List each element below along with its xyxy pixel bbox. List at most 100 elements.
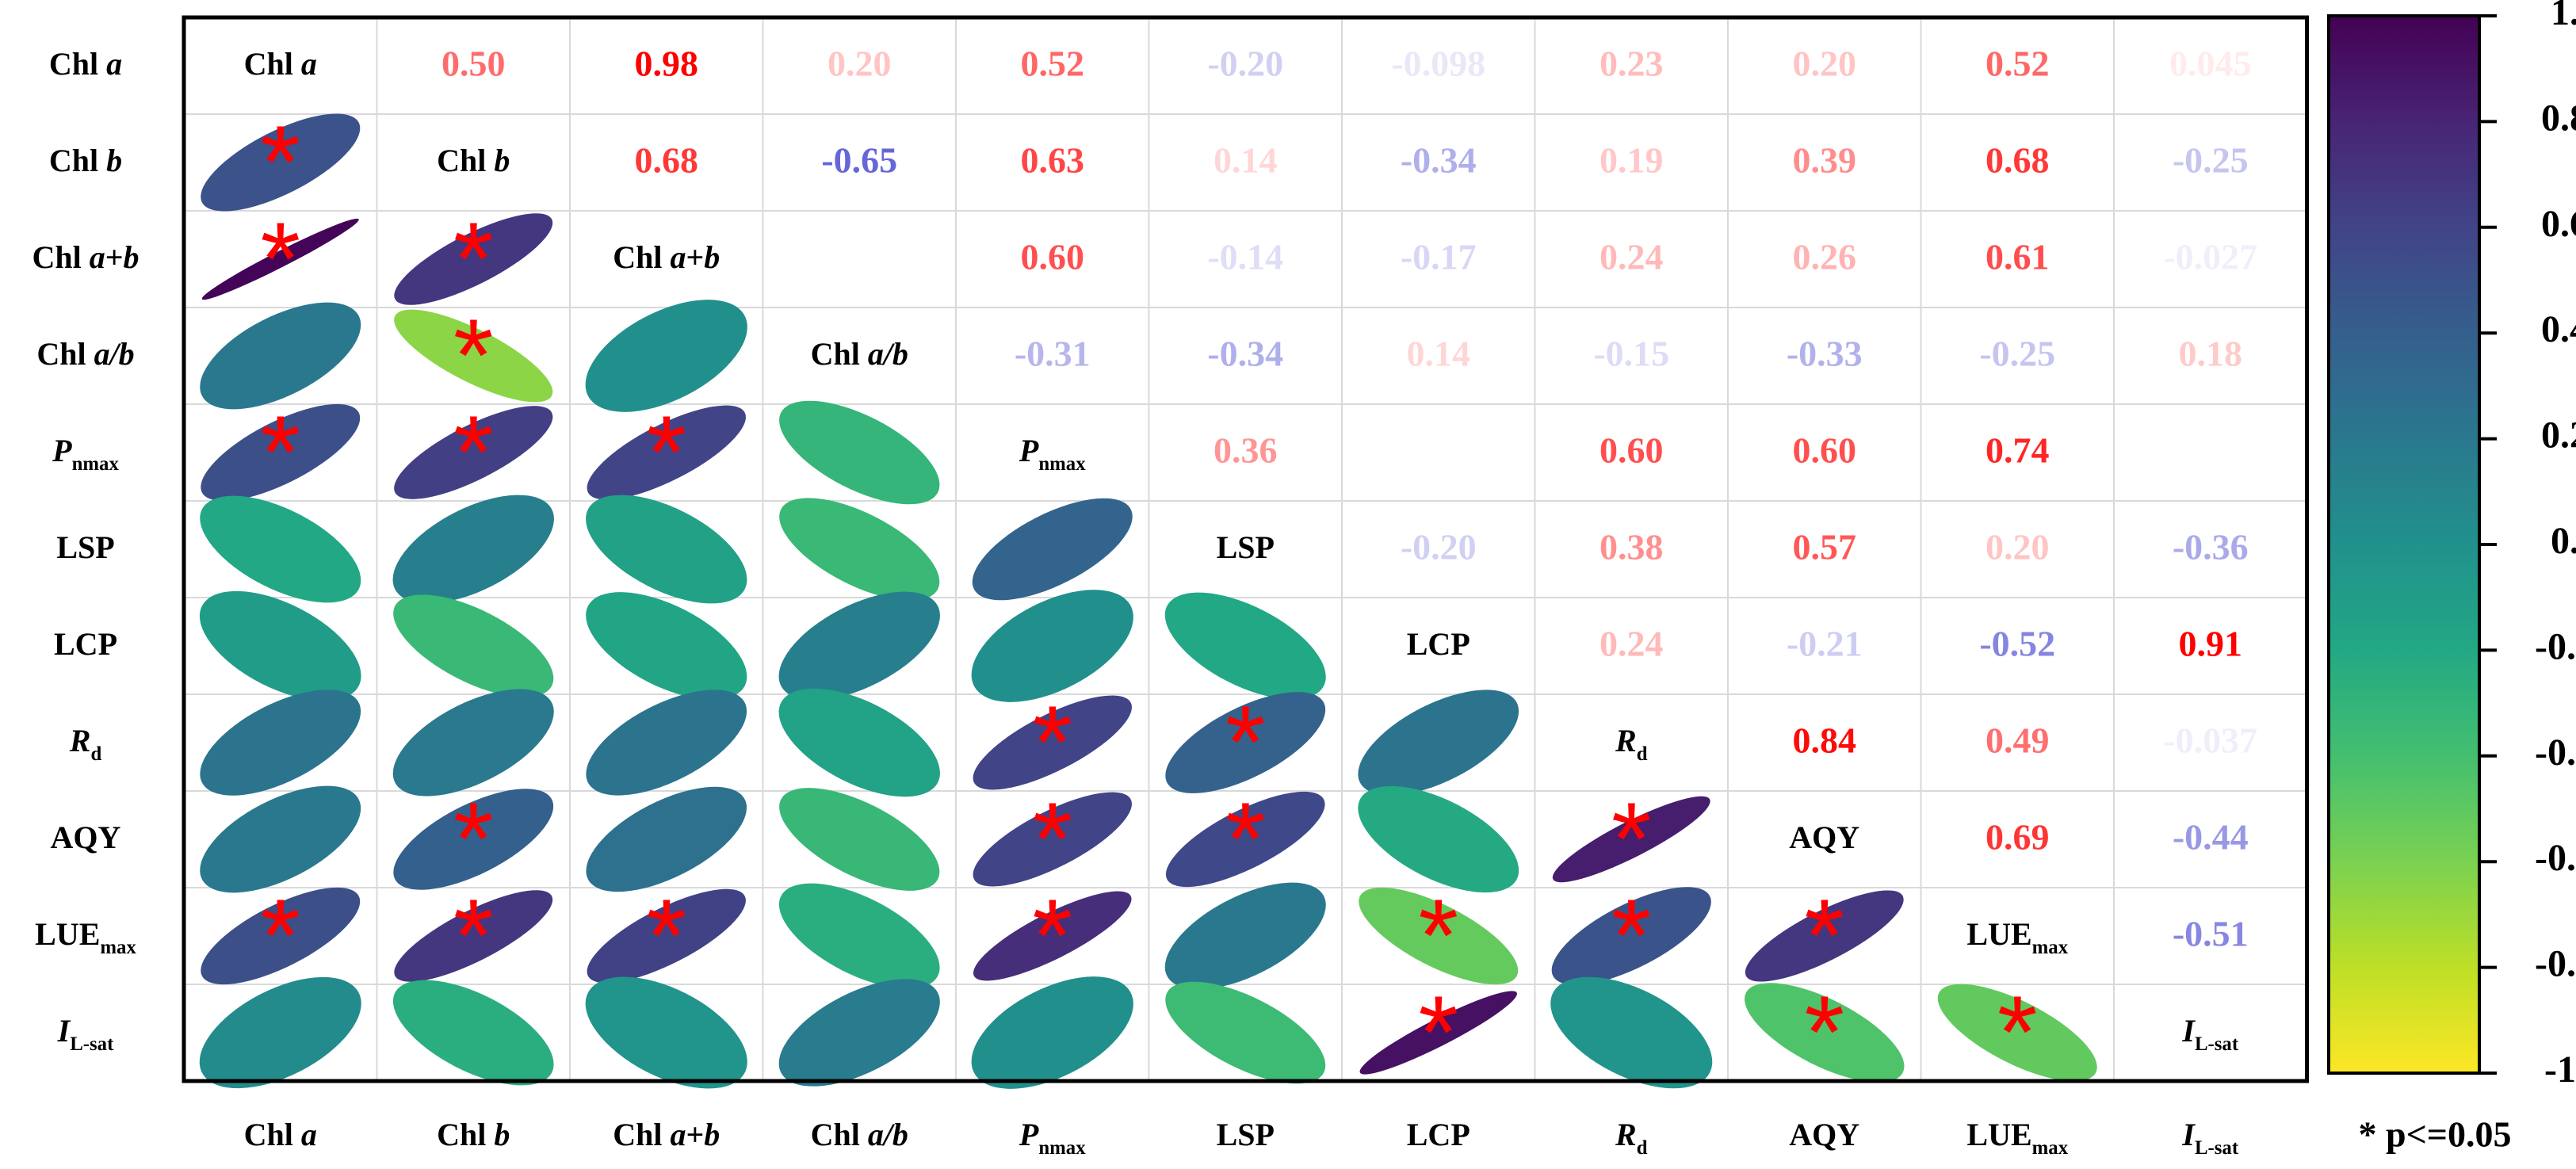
correlation-ellipse-cell bbox=[200, 495, 361, 603]
correlation-value-label: -0.51 bbox=[2173, 914, 2249, 954]
correlation-ellipse bbox=[778, 688, 940, 797]
correlation-value-label: -0.31 bbox=[1015, 334, 1091, 374]
correlation-ellipse bbox=[1552, 796, 1710, 883]
row-labels: Chl a Chl b Chl a+b Chl a/b Pnmax LSP LCP Rd AQY… bbox=[32, 46, 139, 1055]
significance-star: * bbox=[1225, 684, 1266, 800]
correlation-ellipse bbox=[200, 495, 361, 603]
correlation-ellipse-cell bbox=[1358, 690, 1519, 796]
correlation-ellipse-cell bbox=[1165, 981, 1326, 1084]
significance-star: * bbox=[1032, 877, 1072, 993]
diagonal-label: LSP bbox=[1217, 529, 1275, 565]
correlation-ellipse bbox=[586, 786, 747, 892]
correlation-ellipse bbox=[586, 690, 747, 796]
significance-star: * bbox=[1225, 781, 1266, 896]
correlation-ellipse bbox=[779, 788, 940, 891]
diagonal-label: Chl a bbox=[244, 46, 317, 82]
colorbar-tick-label: 1.0 bbox=[2551, 0, 2576, 33]
correlation-ellipse-cell: * bbox=[201, 104, 361, 220]
row-label: LUEmax bbox=[35, 916, 136, 958]
correlation-ellipse bbox=[1358, 690, 1519, 796]
correlation-ellipse bbox=[1164, 592, 1326, 700]
correlation-ellipse bbox=[778, 979, 940, 1087]
colorbar: 1.0 0.80 0.60 0.40 0.20 0.0 -0.20 -0.40 -0.60 -0.… bbox=[2327, 0, 2576, 1091]
correlation-ellipse-cell bbox=[778, 979, 940, 1087]
correlation-value-label: -0.36 bbox=[2173, 527, 2249, 567]
correlation-ellipse-cell bbox=[586, 495, 747, 604]
correlation-value-label: -0.098 bbox=[1391, 44, 1485, 84]
correlation-value-label: 0.24 bbox=[1599, 237, 1664, 277]
correlation-ellipse-cell bbox=[586, 786, 747, 892]
diagonal-label: Rd bbox=[1615, 723, 1648, 765]
correlation-ellipse bbox=[201, 403, 361, 502]
diagonal-label: IL-sat bbox=[2181, 1013, 2238, 1055]
significance-star: * bbox=[1804, 877, 1844, 993]
correlation-ellipse-cell: * bbox=[1937, 974, 2097, 1090]
correlation-value-label: 0.69 bbox=[1986, 817, 2050, 858]
correlation-ellipse-cell: * bbox=[394, 297, 553, 413]
correlation-ellipse-cell bbox=[199, 590, 361, 701]
colorbar-gradient bbox=[2327, 14, 2481, 1075]
correlation-ellipse-cell bbox=[586, 592, 747, 700]
correlation-ellipse-cell bbox=[1550, 976, 1713, 1089]
significance-star: * bbox=[646, 877, 686, 993]
correlation-value-label: 0.60 bbox=[1793, 430, 1857, 471]
correlation-ellipse-cell bbox=[392, 495, 554, 604]
correlation-ellipse bbox=[1359, 991, 1517, 1075]
correlation-ellipse bbox=[587, 888, 746, 984]
correlation-ellipse bbox=[392, 689, 554, 797]
correlation-value-label: -0.33 bbox=[1787, 334, 1863, 374]
significance-star: * bbox=[453, 394, 494, 510]
correlation-ellipse-cell: * bbox=[1165, 684, 1326, 800]
correlation-ellipse bbox=[973, 792, 1132, 887]
correlation-ellipse bbox=[1551, 887, 1711, 985]
correlation-ellipse bbox=[1937, 984, 2097, 1082]
colorbar-tick-label: 0.60 bbox=[2541, 203, 2576, 245]
correlation-value-label: -0.65 bbox=[821, 140, 897, 181]
correlation-value-label: 0.49 bbox=[1986, 720, 2050, 761]
column-label: Chl b bbox=[437, 1117, 510, 1152]
correlation-ellipse bbox=[1165, 791, 1325, 888]
correlation-value-label: 0.57 bbox=[1793, 527, 1857, 567]
row-label: Pnmax bbox=[52, 433, 119, 475]
correlation-value-label: -0.34 bbox=[1207, 334, 1283, 374]
column-label: LSP bbox=[1217, 1117, 1275, 1152]
row-label: LCP bbox=[54, 626, 117, 662]
correlation-ellipse bbox=[393, 594, 554, 697]
row-label: Chl a bbox=[49, 46, 122, 82]
correlation-ellipse bbox=[1550, 976, 1713, 1089]
correlation-value-label: -0.037 bbox=[2163, 720, 2257, 761]
column-label: IL-sat bbox=[2181, 1117, 2238, 1159]
correlation-value-label: 0.18 bbox=[2179, 334, 2243, 374]
colorbar-tick-label: 0.80 bbox=[2541, 97, 2576, 139]
correlation-value-label: 0.19 bbox=[1599, 140, 1664, 181]
correlation-ellipse-cell bbox=[200, 690, 361, 796]
correlation-ellipse-cell bbox=[779, 400, 940, 505]
correlation-value-label: 0.14 bbox=[1407, 334, 1471, 374]
correlation-ellipse bbox=[1359, 887, 1519, 985]
correlation-ellipse bbox=[1745, 983, 1905, 1083]
correlation-ellipse-cell bbox=[778, 883, 940, 989]
correlation-ellipse bbox=[394, 213, 553, 305]
correlation-value-label: 0.63 bbox=[1021, 140, 1085, 181]
significance-star: * bbox=[1418, 974, 1458, 1090]
colorbar-tick-label: -0.40 bbox=[2535, 732, 2576, 774]
correlation-ellipse bbox=[587, 405, 746, 500]
column-label: Rd bbox=[1615, 1117, 1648, 1159]
correlation-ellipse-cell: * bbox=[393, 781, 554, 896]
correlation-ellipse-cell bbox=[200, 302, 361, 410]
correlation-ellipse bbox=[971, 976, 1133, 1089]
correlation-value-label: 0.20 bbox=[1793, 44, 1857, 84]
correlation-ellipse-cell: * bbox=[201, 877, 361, 993]
correlation-ellipse bbox=[199, 976, 361, 1089]
column-label: Pnmax bbox=[1019, 1117, 1086, 1159]
correlation-ellipse-cell: * bbox=[394, 201, 553, 316]
correlation-ellipse bbox=[200, 785, 361, 893]
correlation-ellipse-cell: * bbox=[201, 394, 361, 510]
correlation-ellipse-cell: * bbox=[973, 684, 1132, 800]
correlation-ellipse-cell bbox=[779, 498, 940, 601]
correlation-ellipse-cell bbox=[199, 976, 361, 1089]
significance-star: * bbox=[1611, 877, 1652, 993]
column-label: Chl a/b bbox=[811, 1117, 908, 1152]
correlation-ellipse bbox=[392, 980, 554, 1086]
correlation-ellipse-cell: * bbox=[1745, 877, 1904, 993]
